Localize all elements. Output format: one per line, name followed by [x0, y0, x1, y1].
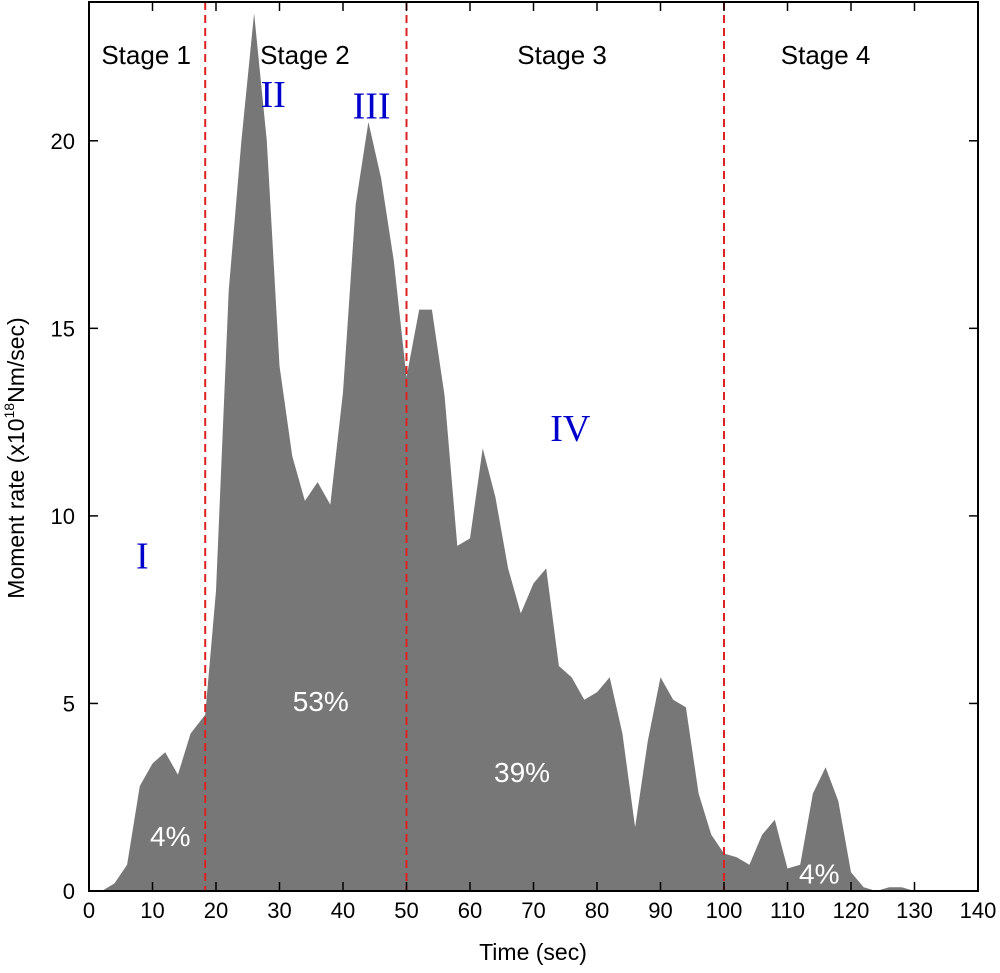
- x-tick-label: 10: [140, 898, 164, 923]
- x-tick-label: 130: [896, 898, 933, 923]
- x-tick-label: 40: [331, 898, 355, 923]
- x-tick-label: 90: [648, 898, 672, 923]
- x-tick-label: 100: [706, 898, 743, 923]
- x-tick-label: 70: [521, 898, 545, 923]
- y-axis-label-prefix: Moment rate (x10: [3, 418, 29, 598]
- x-tick-label: 120: [833, 898, 870, 923]
- moment-rate-area: [89, 13, 978, 891]
- y-axis-label-exponent: 18: [1, 403, 17, 419]
- divider-layer: [204, 2, 725, 891]
- y-tick-label: 20: [51, 129, 75, 154]
- phase-roman-label: IV: [550, 408, 591, 450]
- y-tick-label: 5: [63, 691, 75, 716]
- phase-roman-label: I: [136, 535, 149, 577]
- x-tick-label: 140: [960, 898, 997, 923]
- y-tick-label: 15: [51, 316, 75, 341]
- stage-label: Stage 3: [517, 40, 607, 70]
- y-tick-label: 10: [51, 504, 75, 529]
- tick-layer: 0 10 20 30 40 50 60 70 80 90 100 110 120 130 140 0 5 10 15…: [51, 2, 997, 923]
- x-tick-label: 60: [458, 898, 482, 923]
- stage-label: Stage 2: [260, 40, 350, 70]
- area-layer: [89, 13, 978, 891]
- x-tick-label: 80: [585, 898, 609, 923]
- x-tick-label: 110: [770, 898, 805, 923]
- stage-label: Stage 4: [781, 40, 871, 70]
- x-tick-label: 30: [267, 898, 291, 923]
- phase-roman-label: III: [353, 85, 391, 127]
- x-tick-label: 20: [204, 898, 228, 923]
- x-tick-label: 50: [394, 898, 418, 923]
- x-axis-label: Time (sec): [479, 939, 587, 965]
- moment-percent-label: 39%: [494, 757, 550, 788]
- moment-percent-label: 4%: [150, 821, 190, 852]
- stage-label: Stage 1: [101, 40, 191, 70]
- y-axis-label-suffix: Nm/sec): [3, 317, 29, 403]
- phase-roman-label: II: [260, 74, 285, 116]
- y-tick-label: 0: [63, 879, 75, 904]
- x-tick-label: 0: [83, 898, 95, 923]
- y-axis-label: Moment rate (x1018Nm/sec): [1, 317, 29, 598]
- moment-percent-label: 4%: [799, 858, 839, 889]
- moment-percent-label: 53%: [293, 686, 349, 717]
